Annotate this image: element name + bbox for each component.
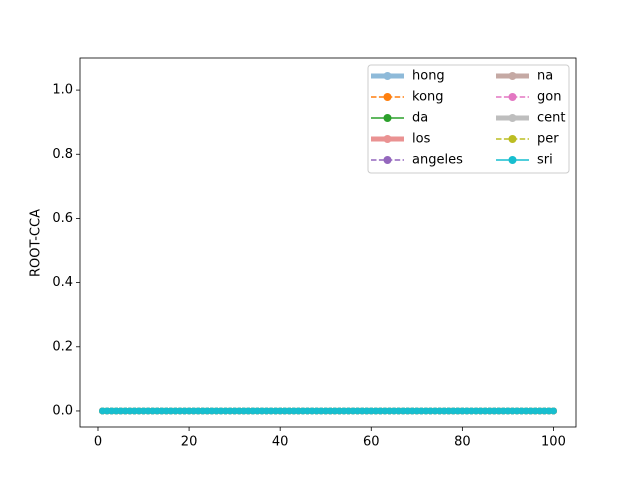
legend-marker [508,72,517,80]
legend-entry [371,72,404,80]
legend-box [367,64,570,174]
legend-marker [508,114,517,122]
legend-label: gon [537,90,561,105]
x-tick-label: 80 [454,435,471,450]
series [99,407,557,415]
legend-entry [371,135,404,143]
legend-label: los [412,132,431,147]
legend-label: cent [537,111,565,126]
legend-entry [496,114,529,122]
x-tick-label: 100 [541,435,566,450]
y-tick-label: 0.4 [52,275,73,290]
legend-entry [371,93,404,101]
legend-marker [508,156,517,164]
x-tick-label: 0 [94,435,102,450]
legend-marker [383,135,392,143]
x-tick-label: 40 [272,435,289,450]
y-tick-label: 0.2 [52,339,73,354]
legend-label: angeles [412,153,463,168]
legend-label: hong [412,69,445,84]
y-tick-label: 1.0 [52,83,73,98]
x-tick-label: 20 [181,435,198,450]
legend-entry [496,135,529,143]
legend-entry [371,156,404,164]
legend-entry [496,93,529,101]
x-tick-label: 60 [363,435,380,450]
legend-label: kong [412,90,444,105]
plot-frame [79,57,577,428]
legend-marker [508,93,517,101]
legend-entry [496,156,529,164]
legend-marker [508,135,517,143]
y-tick-label: 0.6 [52,211,73,226]
legend-marker [383,114,392,122]
data-point [549,407,557,415]
y-tick-label: 0.0 [52,403,73,418]
legend-marker [383,156,392,164]
legend-label: da [412,111,428,126]
legend-label: sri [537,153,553,168]
legend-marker [383,72,392,80]
legend-label: per [537,132,559,147]
legend-marker [383,93,392,101]
legend-label: na [537,69,553,84]
legend-entry [496,72,529,80]
y-axis-label: ROOT-CCA [29,209,44,277]
legend-entry [371,114,404,122]
y-tick-label: 0.8 [52,147,73,162]
